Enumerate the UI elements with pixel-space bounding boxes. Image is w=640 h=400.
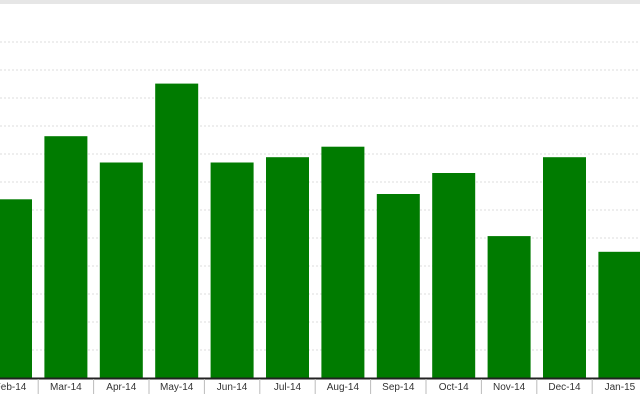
- bars: [0, 83, 640, 378]
- x-tick-label: Aug-14: [327, 382, 360, 393]
- x-tick-label: Oct-14: [439, 382, 469, 393]
- bar-sep-14: [376, 194, 420, 378]
- bar-jun-14: [210, 162, 254, 378]
- bar-feb-14: [0, 199, 32, 378]
- x-tick-label: Jun-14: [217, 382, 248, 393]
- bar-nov-14: [487, 236, 531, 378]
- x-tick-label: Apr-14: [106, 382, 136, 393]
- bar-jul-14: [266, 157, 309, 378]
- x-tick-labels: Feb-14 Mar-14 Apr-14 May-14 Jun-14 Jul-14 Aug-…: [0, 382, 636, 393]
- bar-may-14: [155, 83, 199, 378]
- x-axis: [0, 377, 640, 394]
- bar-jan-15: [598, 251, 640, 378]
- bar-apr-14: [99, 162, 143, 378]
- x-tick-label: Sep-14: [382, 382, 415, 393]
- x-tick-label: Nov-14: [493, 382, 526, 393]
- x-tick-label: Dec-14: [548, 382, 581, 393]
- x-tick-label: May-14: [160, 382, 194, 393]
- bar-oct-14: [432, 173, 476, 378]
- bar-dec-14: [543, 157, 586, 378]
- x-tick-label: Jul-14: [274, 382, 302, 393]
- bar-mar-14: [44, 136, 88, 378]
- x-tick-label: Feb-14: [0, 382, 27, 393]
- gridlines: [0, 41, 640, 351]
- top-border: [0, 0, 640, 4]
- bar-aug-14: [321, 146, 365, 378]
- x-tick-label: Jan-15: [605, 382, 636, 393]
- x-tick-label: Mar-14: [50, 382, 82, 393]
